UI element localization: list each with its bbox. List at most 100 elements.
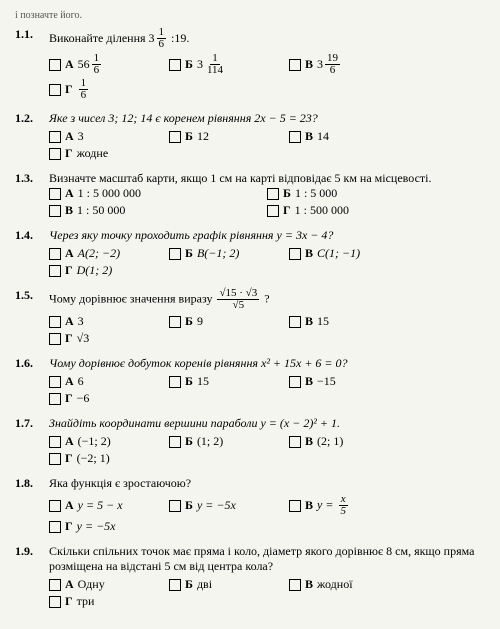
denominator: 5 xyxy=(338,506,348,517)
checkbox-icon xyxy=(289,500,301,512)
option-value: √3 xyxy=(77,331,90,346)
checkbox-icon xyxy=(169,579,181,591)
option-b[interactable]: Б9 xyxy=(169,314,279,329)
question-1-6: 1.6. Чому дорівнює добуток коренів рівня… xyxy=(15,356,485,408)
text-part: Виконайте ділення xyxy=(49,31,149,45)
option-label: Б xyxy=(185,57,193,72)
option-label: А xyxy=(65,57,74,72)
options: А 56 16 Б 3 1114 В 3 196 Г 16 xyxy=(49,53,485,103)
option-g[interactable]: Гжодне xyxy=(49,146,159,161)
option-value: (−2; 1) xyxy=(77,451,110,466)
option-g[interactable]: Г(−2; 1) xyxy=(49,451,159,466)
option-label: А xyxy=(65,374,74,389)
fraction: 1 6 xyxy=(157,27,167,50)
option-a[interactable]: А3 xyxy=(49,314,159,329)
option-v[interactable]: В1 : 50 000 xyxy=(49,203,257,218)
option-a[interactable]: АA(2; −2) xyxy=(49,246,159,261)
option-g[interactable]: Г−6 xyxy=(49,391,159,406)
q-num: 1.4. xyxy=(15,228,43,243)
option-label: Б xyxy=(185,577,193,592)
checkbox-icon xyxy=(289,131,301,143)
option-label: Г xyxy=(65,263,73,278)
numerator: x xyxy=(339,494,348,506)
option-b[interactable]: Б15 xyxy=(169,374,279,389)
checkbox-icon xyxy=(289,436,301,448)
option-value: 1 : 5 000 xyxy=(295,186,337,201)
option-value: B(−1; 2) xyxy=(197,246,239,261)
checkbox-icon xyxy=(49,453,61,465)
checkbox-icon xyxy=(169,500,181,512)
option-label: В xyxy=(305,246,313,261)
mixed-fraction: 56 16 xyxy=(78,53,104,76)
option-g[interactable]: Гтри xyxy=(49,594,159,609)
q-text: Визначте масштаб карти, якщо 1 см на кар… xyxy=(49,171,485,186)
options: А6 Б15 В−15 Г−6 xyxy=(49,374,485,408)
option-g[interactable]: Г1 : 500 000 xyxy=(267,203,475,218)
option-label: А xyxy=(65,314,74,329)
option-label: В xyxy=(305,314,313,329)
option-value: 1 : 500 000 xyxy=(295,203,349,218)
option-label: Г xyxy=(65,594,73,609)
option-value: C(1; −1) xyxy=(317,246,360,261)
q-text: Знайдіть координати вершини параболи y =… xyxy=(49,416,485,431)
checkbox-icon xyxy=(169,436,181,448)
option-a[interactable]: А1 : 5 000 000 xyxy=(49,186,257,201)
options: А1 : 5 000 000 В1 : 50 000 Б 1 : 5 000 Г1… xyxy=(49,186,485,220)
checkbox-icon xyxy=(169,131,181,143)
option-label: Б xyxy=(185,129,193,144)
option-a[interactable]: АОдну xyxy=(49,577,159,592)
q-num: 1.9. xyxy=(15,544,43,559)
option-g[interactable]: ГD(1; 2) xyxy=(49,263,159,278)
option-b[interactable]: Бдві xyxy=(169,577,279,592)
option-v[interactable]: В 3 196 xyxy=(289,53,399,76)
q-num: 1.1. xyxy=(15,27,43,42)
option-b[interactable]: Б 1 : 5 000 xyxy=(267,186,475,201)
checkbox-icon xyxy=(169,316,181,328)
option-g[interactable]: Г 16 xyxy=(49,78,159,101)
mixed-fraction: 3 196 xyxy=(317,53,342,76)
question-1-1: 1.1. Виконайте ділення 3 1 6 :19. А 56 1… xyxy=(15,27,485,103)
option-label: В xyxy=(305,57,313,72)
q-num: 1.3. xyxy=(15,171,43,186)
checkbox-icon xyxy=(49,376,61,388)
checkbox-icon xyxy=(49,316,61,328)
option-g[interactable]: Г√3 xyxy=(49,331,159,346)
option-label: В xyxy=(305,374,313,389)
option-a[interactable]: А6 xyxy=(49,374,159,389)
option-v[interactable]: Вжодної xyxy=(289,577,399,592)
option-b[interactable]: Б12 xyxy=(169,129,279,144)
option-v[interactable]: В C(1; −1) xyxy=(289,246,399,261)
option-a[interactable]: А3 xyxy=(49,129,159,144)
option-a[interactable]: Аy = 5 − x xyxy=(49,494,159,517)
option-v[interactable]: В14 xyxy=(289,129,399,144)
option-a[interactable]: А(−1; 2) xyxy=(49,434,159,449)
option-label: А xyxy=(65,186,74,201)
checkbox-icon xyxy=(289,59,301,71)
option-v[interactable]: В15 xyxy=(289,314,399,329)
checkbox-icon xyxy=(49,333,61,345)
checkbox-icon xyxy=(49,436,61,448)
option-label: Г xyxy=(65,146,73,161)
option-b[interactable]: Б 3 1114 xyxy=(169,53,279,76)
q-text: Яка функція є зростаючою? xyxy=(49,476,485,491)
options: А(−1; 2) Б(1; 2) В(2; 1) Г(−2; 1) xyxy=(49,434,485,468)
option-b[interactable]: Бy = −5x xyxy=(169,494,279,517)
option-g[interactable]: Гy = −5x xyxy=(49,519,159,534)
option-label: Б xyxy=(185,314,193,329)
fraction: 16 xyxy=(79,78,89,101)
option-value: жодної xyxy=(317,577,353,592)
option-b[interactable]: БB(−1; 2) xyxy=(169,246,279,261)
option-value: Одну xyxy=(78,577,105,592)
option-v[interactable]: В y = x5 xyxy=(289,494,399,517)
denominator: 114 xyxy=(205,65,225,76)
denominator: 6 xyxy=(92,65,102,76)
option-b[interactable]: Б(1; 2) xyxy=(169,434,279,449)
denominator: 6 xyxy=(328,65,338,76)
checkbox-icon xyxy=(49,393,61,405)
denominator: √5 xyxy=(231,300,247,311)
option-a[interactable]: А 56 16 xyxy=(49,53,159,76)
option-v[interactable]: В−15 xyxy=(289,374,399,389)
option-v[interactable]: В(2; 1) xyxy=(289,434,399,449)
option-label: Б xyxy=(283,186,291,201)
option-value: y = −5x xyxy=(197,498,236,513)
